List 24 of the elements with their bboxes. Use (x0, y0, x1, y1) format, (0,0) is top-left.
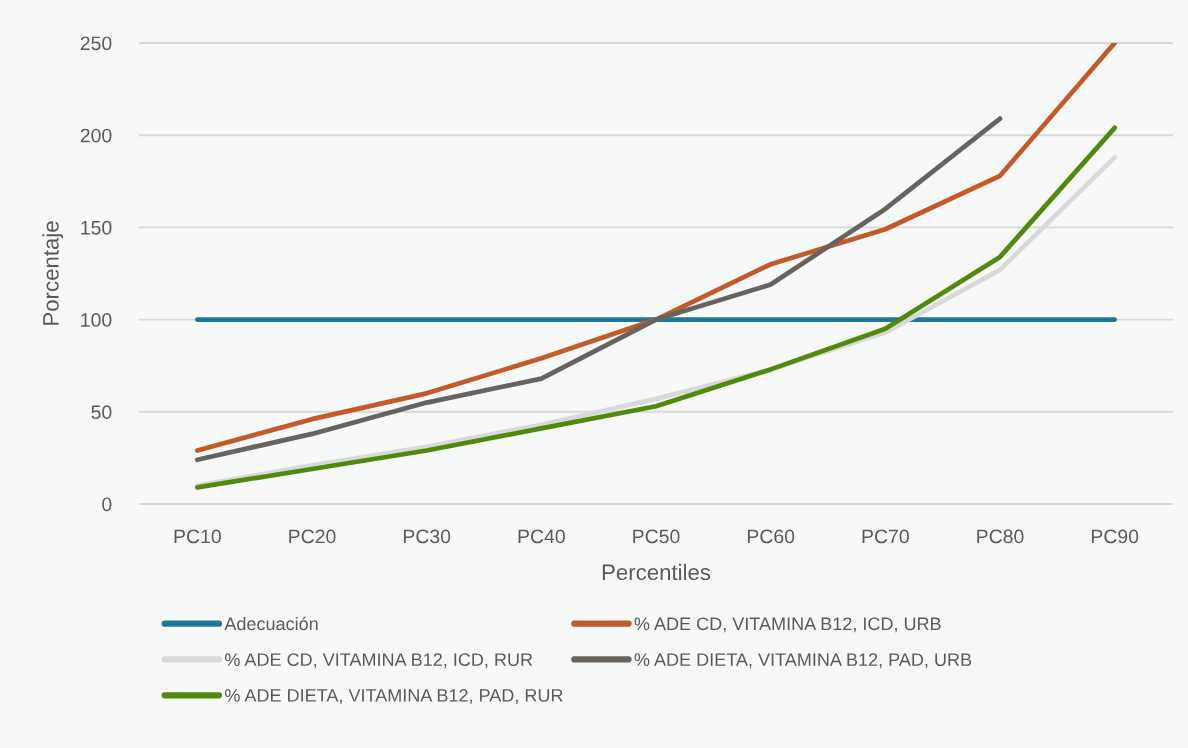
legend-label: Adecuación (224, 616, 318, 631)
x-tick-label: PC90 (1091, 529, 1139, 544)
y-tick-label: 50 (91, 405, 112, 420)
x-tick-label: PC20 (289, 529, 336, 544)
y-tick-label: 250 (80, 36, 112, 51)
x-tick-label: PC60 (747, 529, 795, 544)
x-tick-label: PC40 (518, 529, 565, 544)
line-series (194, 116, 1003, 463)
x-axis-title: Percentiles (602, 563, 711, 581)
legend-label: % ADE CD, VITAMINA B12, ICD, RUR (224, 653, 533, 669)
x-tick-label: PC30 (403, 529, 451, 544)
x-tick-label: PC10 (174, 529, 221, 544)
x-tick-label: PC80 (977, 529, 1024, 544)
y-tick-label: 0 (102, 497, 112, 512)
y-tick-label: 100 (81, 313, 112, 327)
y-axis-title: Porcentaje (42, 221, 64, 325)
legend-label: % ADE DIETA, VITAMINA B12, PAD, URB (634, 653, 972, 669)
legend-label: % ADE CD, VITAMINA B12, ICD, URB (634, 617, 941, 633)
y-tick-label: 150 (81, 220, 112, 235)
legend-label: % ADE DIETA, VITAMINA B12, PAD, RUR (224, 689, 563, 704)
line-series (194, 43, 1118, 453)
y-tick-label: 200 (80, 128, 112, 143)
x-tick-label: PC50 (633, 529, 680, 544)
x-tick-label: PC70 (862, 529, 909, 544)
